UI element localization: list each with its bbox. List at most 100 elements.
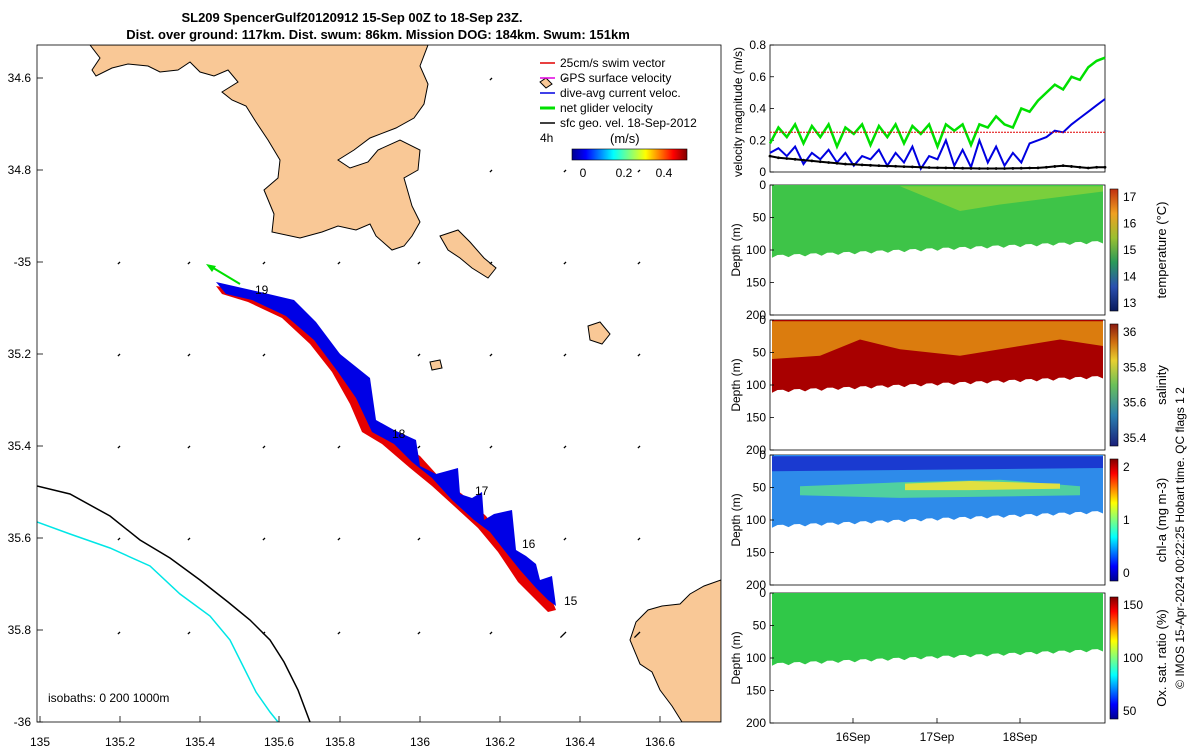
section-colorbar-tick: 2	[1123, 460, 1130, 474]
velocity-point	[1086, 166, 1090, 170]
section-y-tick-label: 0	[759, 448, 766, 462]
velocity-y-tick-label: 0.2	[749, 133, 766, 147]
sfc-velocity-vector	[187, 537, 191, 541]
section-y-tick-label: 200	[746, 443, 766, 457]
velocity-point	[1003, 167, 1006, 170]
section-ylabel: Depth (m)	[729, 223, 743, 276]
section-colorbar-label: temperature (°C)	[1154, 202, 1169, 299]
map-x-tick-label: 135.4	[185, 735, 215, 749]
velocity-point	[810, 159, 814, 163]
section-colorbar-tick: 14	[1123, 270, 1137, 284]
velocity-point	[952, 166, 956, 170]
sfc-velocity-vector	[187, 631, 191, 635]
chla-surface-low	[772, 456, 1103, 472]
section-y-tick-label: 100	[746, 243, 766, 257]
sfc-velocity-vector	[337, 261, 341, 265]
map-y-tick-label: 35.6	[8, 531, 32, 545]
velocity-point	[1078, 165, 1082, 169]
velocity-point	[902, 165, 906, 169]
velocity-point	[1036, 166, 1040, 170]
land-island-1	[439, 229, 497, 279]
map-y-tick-label: -36	[14, 715, 32, 729]
section-y-tick-label: 150	[746, 276, 766, 290]
map-legend: 25cm/s swim vector GPS surface velocity …	[540, 56, 697, 145]
legend-sfc-geo-velocity: sfc geo. vel. 18-Sep-2012	[560, 116, 697, 130]
sfc-velocity-vector	[489, 77, 493, 81]
section-panel-oxygen: 0 50 100 150 200 Depth (m) 50 100 150 Ox. sat. ra…	[729, 586, 1169, 730]
section-colorbar-tick: 35.8	[1123, 360, 1147, 374]
net-velocity-arrowhead	[206, 264, 216, 272]
figure-title-line1: SL209 SpencerGulf20120912 15-Sep 00Z to …	[181, 10, 522, 25]
sfc-velocity-vector	[262, 353, 266, 357]
velocity-series-line-1	[769, 98, 1106, 171]
time-tick-label: 18Sep	[1003, 730, 1038, 744]
land-yorke-peninsula	[89, 45, 429, 251]
sfc-velocity-vector	[489, 353, 493, 357]
section-colorbar-tick: 13	[1123, 296, 1137, 310]
sfc-velocity-vector	[337, 631, 341, 635]
velocity-series	[768, 56, 1107, 171]
map-y-tick-label: 34.6	[8, 71, 32, 85]
velocity-point	[843, 162, 847, 166]
map-y-axis: 34.6 34.8 -35 35.2 35.4 35.6 35.8 -36	[8, 71, 43, 729]
section-colorbar-tick: 35.4	[1123, 431, 1147, 445]
section-y-tick-label: 50	[753, 481, 767, 495]
velocity-point	[961, 166, 965, 170]
sfc-velocity-vector	[262, 537, 266, 541]
section-y-tick-label: 200	[746, 578, 766, 592]
map-y-tick-label: 35.4	[8, 439, 32, 453]
section-colorbar-tick: 100	[1123, 651, 1143, 665]
sfc-velocity-vector	[637, 353, 641, 357]
map-colorbar-tick-2: 0.4	[656, 166, 673, 180]
map-y-tick-label: 35.8	[8, 623, 32, 637]
velocity-point	[1044, 165, 1048, 169]
section-data-area	[772, 593, 1103, 666]
section-colorbar-tick: 16	[1123, 217, 1137, 231]
figure-title-line2: Dist. over ground: 117km. Dist. swum: 86…	[126, 27, 630, 42]
section-colorbar	[1109, 323, 1119, 447]
sfc-velocity-vector	[637, 261, 641, 265]
section-y-tick-label: 50	[753, 211, 767, 225]
sfc-velocity-vector	[563, 261, 567, 265]
map-x-tick-label: 135.8	[325, 735, 355, 749]
map-x-tick-label: 136.4	[565, 735, 595, 749]
section-colorbar	[1109, 596, 1119, 720]
legend-swim-vector: 25cm/s swim vector	[560, 56, 665, 70]
section-y-tick-label: 50	[753, 346, 767, 360]
velocity-point	[860, 163, 864, 167]
day-label-17: 17	[475, 484, 489, 498]
net-velocity-arrow	[209, 265, 241, 285]
section-y-tick-label: 100	[746, 513, 766, 527]
section-colorbar	[1109, 458, 1119, 582]
velocity-point	[994, 167, 998, 170]
section-y-tick-label: 0	[759, 178, 766, 192]
track-swim-vectors	[216, 286, 556, 612]
velocity-point	[793, 157, 797, 161]
legend-gps-velocity: GPS surface velocity	[560, 71, 671, 85]
sfc-velocity-vector	[633, 631, 641, 639]
sfc-velocity-vector	[559, 631, 567, 639]
salinity-surface-layer	[772, 321, 1103, 359]
land-southeast	[629, 579, 721, 722]
velocity-point	[919, 165, 923, 169]
surface-velocity-vectors	[117, 77, 641, 639]
day-label-16: 16	[522, 537, 536, 551]
land-island-2	[587, 321, 611, 345]
sfc-velocity-vector	[117, 353, 121, 357]
isobath-note: isobaths: 0 200 1000m	[48, 691, 169, 705]
sfc-velocity-vector	[262, 261, 266, 265]
sfc-velocity-vector	[187, 445, 191, 449]
velocity-y-tick-label: 0.8	[749, 38, 766, 52]
time-axis: 16Sep 17Sep 18Sep	[836, 718, 1038, 744]
section-colorbar-tick: 36	[1123, 325, 1137, 339]
map-x-axis: 135 135.2 135.4 135.6 135.8 136 136.2 136.4 136.…	[30, 716, 675, 749]
velocity-point	[927, 166, 931, 169]
section-colorbar-label: Ox. sat. ratio (%)	[1154, 609, 1169, 707]
velocity-point	[969, 166, 973, 170]
section-colorbar-label: salinity	[1154, 365, 1169, 405]
map-x-tick-label: 136	[410, 735, 430, 749]
map-colorbar-tick-0: 0	[580, 166, 587, 180]
land-island-4	[539, 77, 553, 89]
